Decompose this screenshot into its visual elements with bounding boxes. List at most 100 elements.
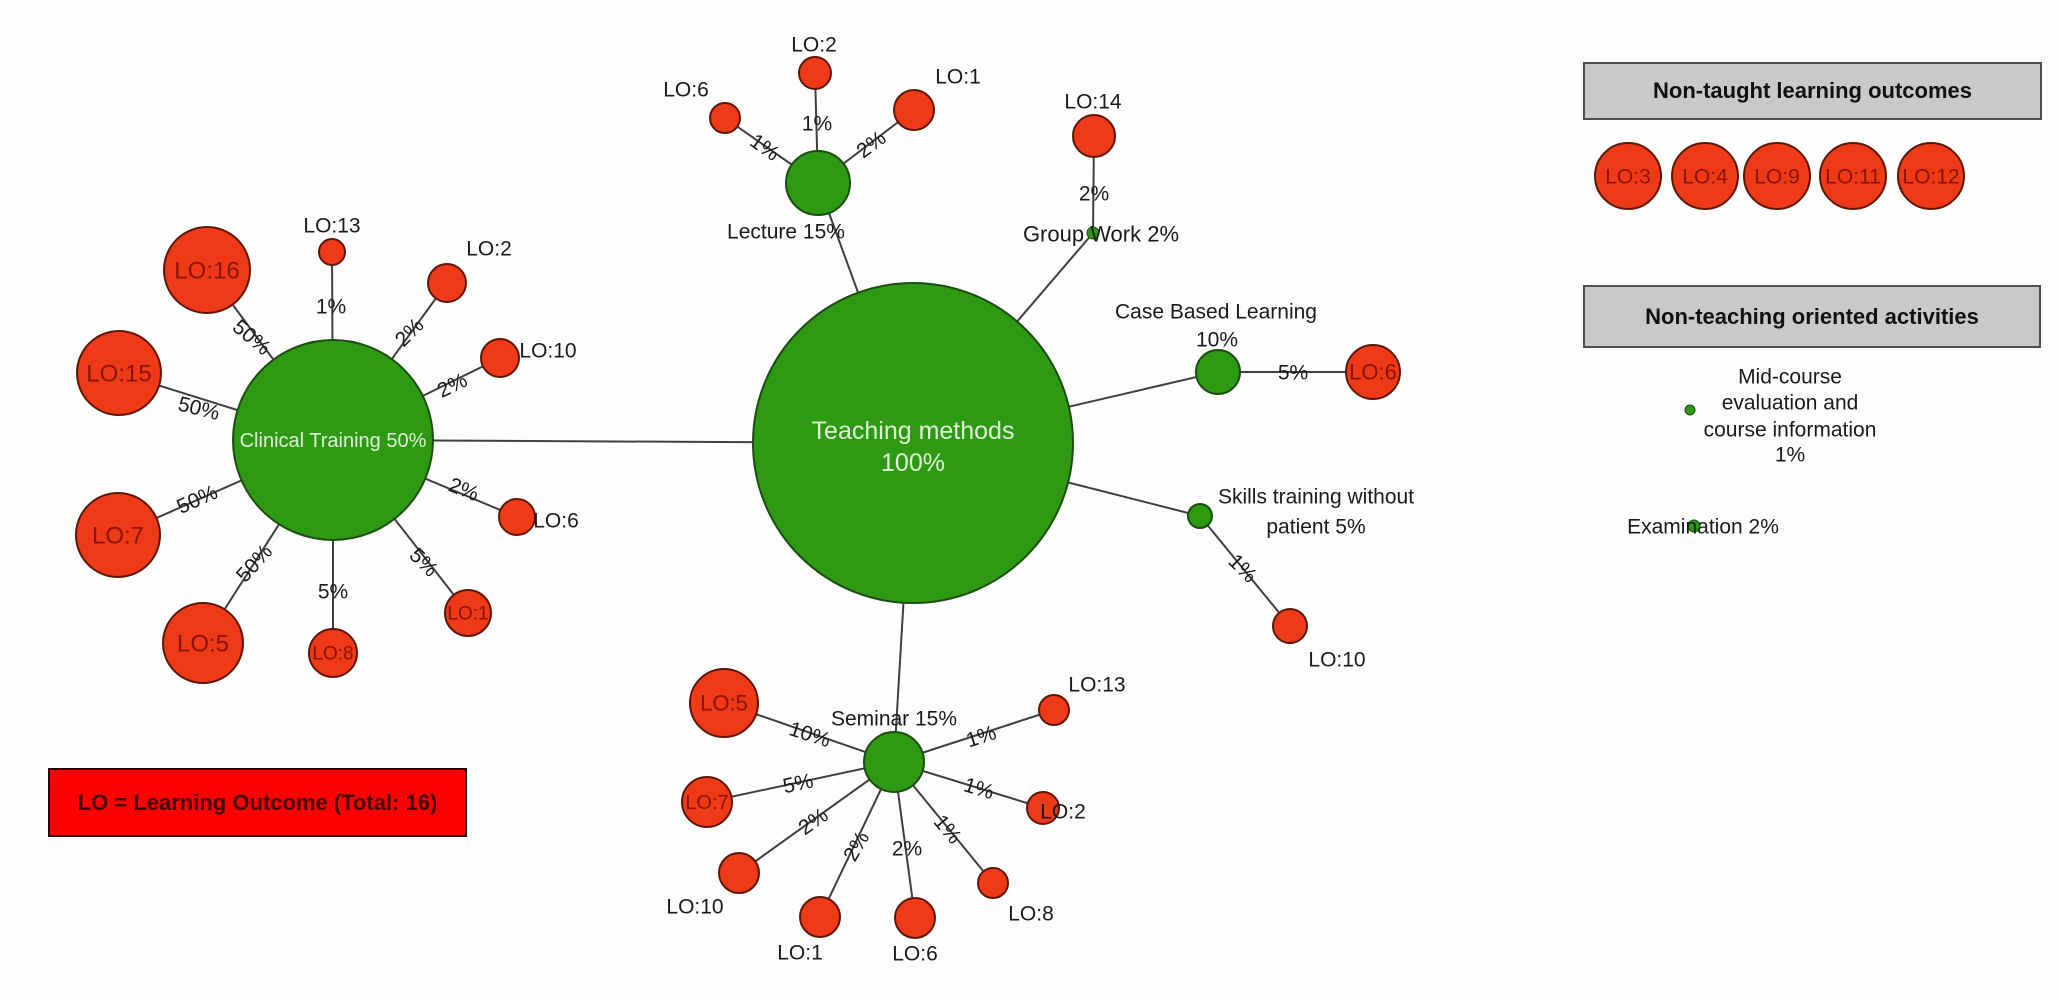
label-lo-6-46: LO:6 bbox=[892, 942, 938, 965]
label-5--35: 5% bbox=[1278, 361, 1308, 384]
node-midcourse-dot bbox=[1684, 404, 1696, 416]
label-1--29: 1% bbox=[802, 112, 832, 135]
label-2--53: 2% bbox=[839, 828, 874, 866]
label-lo-6-12: LO:6 bbox=[533, 509, 579, 532]
node-ct-lo15 bbox=[76, 330, 162, 416]
label-5--51: 5% bbox=[781, 769, 815, 798]
node-ct-lo16 bbox=[163, 226, 251, 314]
node-ct-lo10 bbox=[480, 338, 520, 378]
node-nt-lo12 bbox=[1897, 142, 1965, 210]
node-nt-lo11 bbox=[1819, 142, 1887, 210]
label-50--19: 50% bbox=[173, 481, 221, 519]
label-2--54: 2% bbox=[892, 837, 922, 860]
edge-skills-training-to-sk-lo10 bbox=[1199, 515, 1291, 627]
node-sem-lo7 bbox=[681, 776, 733, 828]
label-5--20: 5% bbox=[405, 544, 443, 582]
label-lo-11-61: LO:11 bbox=[1825, 165, 1881, 188]
lo-legend-box: LO = Learning Outcome (Total: 16) bbox=[48, 768, 467, 837]
label-course-information-65: course information bbox=[1704, 418, 1877, 441]
label-lo-7-5: LO:7 bbox=[92, 522, 144, 549]
label-2--15: 2% bbox=[391, 314, 429, 352]
node-lec-lo6 bbox=[709, 102, 741, 134]
non-taught-outcomes-header: Non-taught learning outcomes bbox=[1583, 62, 2042, 120]
label-lo-12-62: LO:12 bbox=[1902, 165, 1959, 188]
node-sem-lo13 bbox=[1038, 694, 1070, 726]
label-1--39: 1% bbox=[1224, 550, 1262, 588]
label-lo-10-44: LO:10 bbox=[666, 895, 723, 918]
node-case-based-learning bbox=[1195, 349, 1241, 395]
label-1--28: 1% bbox=[745, 130, 783, 166]
node-sk-lo10 bbox=[1272, 608, 1308, 644]
node-ct-lo5 bbox=[162, 602, 244, 684]
node-ct-lo7 bbox=[75, 492, 161, 578]
label-2--18: 2% bbox=[445, 473, 482, 506]
node-nt-lo4 bbox=[1671, 142, 1739, 210]
label-group-work-2--31: Group Work 2% bbox=[1023, 222, 1179, 247]
label-lo-9-60: LO:9 bbox=[1754, 165, 1800, 188]
label-lo-14-27: LO:14 bbox=[1064, 90, 1122, 113]
label-50--21: 50% bbox=[232, 540, 277, 587]
label-50--17: 50% bbox=[176, 393, 222, 425]
label-lo-7-43: LO:7 bbox=[685, 792, 728, 814]
node-ct-lo8 bbox=[308, 628, 358, 678]
node-nt-lo9 bbox=[1743, 142, 1811, 210]
label-lecture-15--23: Lecture 15% bbox=[727, 220, 845, 243]
node-nt-lo3 bbox=[1594, 142, 1662, 210]
label-1--14: 1% bbox=[316, 295, 346, 318]
label-evaluation-and-64: evaluation and bbox=[1722, 391, 1859, 414]
label-lo-13-49: LO:13 bbox=[1068, 673, 1125, 696]
edge-seminar-to-sem-lo10 bbox=[738, 761, 895, 874]
label-1--66: 1% bbox=[1775, 443, 1805, 466]
label-clinical-training-50--2: Clinical Training 50% bbox=[240, 430, 427, 452]
label-100--1: 100% bbox=[881, 449, 945, 477]
label-mid-course-63: Mid-course bbox=[1738, 365, 1842, 388]
label-lo-1-26: LO:1 bbox=[935, 65, 981, 88]
node-skills-training bbox=[1187, 503, 1213, 529]
label-patient-5--38: patient 5% bbox=[1266, 515, 1365, 538]
label-lo-2-25: LO:2 bbox=[791, 33, 837, 56]
node-sem-lo2 bbox=[1026, 791, 1060, 825]
node-cbl-lo6 bbox=[1345, 344, 1401, 400]
node-sem-lo10 bbox=[718, 852, 760, 894]
node-ct-lo13 bbox=[318, 238, 346, 266]
node-ct-lo2 bbox=[427, 263, 467, 303]
node-group-work-dot bbox=[1086, 226, 1100, 240]
node-clinical-training bbox=[232, 339, 434, 541]
non-teaching-activities-header: Non-teaching oriented activities bbox=[1583, 285, 2041, 348]
label-lo-8-8: LO:8 bbox=[312, 644, 353, 665]
node-lec-lo1 bbox=[893, 89, 935, 131]
node-sem-lo6 bbox=[894, 897, 936, 939]
label-lo-1-7: LO:1 bbox=[447, 604, 488, 625]
label-lo-15-4: LO:15 bbox=[86, 360, 151, 387]
node-sem-lo1 bbox=[799, 896, 841, 938]
label-teaching-methods-0: Teaching methods bbox=[812, 417, 1015, 445]
label-lo-5-42: LO:5 bbox=[700, 691, 748, 716]
label-1--57: 1% bbox=[963, 721, 999, 752]
node-examination-dot bbox=[1687, 519, 1701, 533]
label-10--50: 10% bbox=[786, 717, 833, 752]
node-lec-lo2 bbox=[798, 56, 832, 90]
label-skills-training-without-37: Skills training without bbox=[1218, 485, 1414, 508]
label-lo-3-58: LO:3 bbox=[1605, 165, 1651, 188]
label-lo-6-24: LO:6 bbox=[663, 78, 709, 101]
node-seminar bbox=[863, 731, 925, 793]
node-lecture bbox=[785, 150, 851, 216]
label-lo-8-47: LO:8 bbox=[1008, 902, 1054, 925]
label-lo-16-3: LO:16 bbox=[174, 257, 239, 284]
label-10--34: 10% bbox=[1196, 328, 1238, 351]
label-seminar-15--41: Seminar 15% bbox=[831, 707, 957, 730]
node-sem-lo5 bbox=[689, 668, 759, 738]
label-lo-13-9: LO:13 bbox=[303, 214, 360, 237]
node-sem-lo8 bbox=[977, 867, 1009, 899]
label-lo-5-6: LO:5 bbox=[177, 630, 229, 657]
label-examination-2--67: Examination 2% bbox=[1627, 515, 1779, 538]
label-1--56: 1% bbox=[961, 773, 997, 804]
label-lo-6-36: LO:6 bbox=[1349, 360, 1397, 385]
node-ct-lo6 bbox=[498, 498, 536, 536]
node-gw-lo14 bbox=[1072, 114, 1116, 158]
edge-seminar-to-sem-lo7 bbox=[706, 761, 895, 803]
label-lo-4-59: LO:4 bbox=[1682, 165, 1728, 188]
label-lo-10-11: LO:10 bbox=[519, 339, 576, 362]
